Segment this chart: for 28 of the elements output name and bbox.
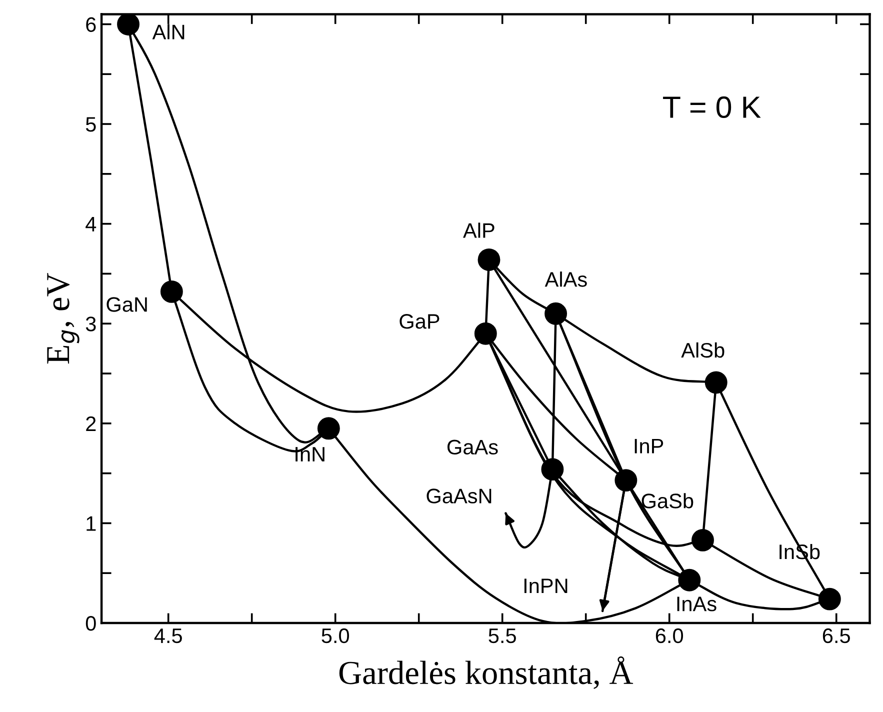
x-tick-label: 6.5 — [822, 628, 850, 644]
y-axis-title: E$_{g}$, eV — [47, 273, 80, 364]
y-tick-label: 5 — [86, 117, 96, 132]
annotation: AlN — [152, 24, 184, 40]
annotation: AlP — [463, 222, 494, 238]
x-tick-label: 6.0 — [656, 628, 684, 644]
x-tick-label: 4.5 — [154, 628, 182, 644]
annotation: InPN — [524, 578, 568, 594]
annotation: AlSb — [681, 342, 724, 358]
x-tick-label: 5.0 — [322, 628, 350, 644]
annotation: GaAs — [448, 440, 498, 455]
annotation: GaAsN — [426, 488, 492, 504]
annotation: GaSb — [642, 493, 694, 508]
annotation: GaP — [400, 314, 440, 329]
x-axis-title: Gardelės konstanta, Å — [339, 656, 634, 690]
annotation: InN — [296, 447, 324, 462]
y-tick-label: 3 — [86, 316, 96, 332]
y-tick-label: 6 — [86, 17, 96, 32]
annotation: GaN — [106, 297, 147, 312]
annotation: T = 0 K — [663, 96, 761, 118]
y-tick-label: 2 — [86, 416, 96, 431]
annotation: InP — [634, 438, 664, 454]
annotation: InAs — [677, 596, 716, 612]
annotation: AlAs — [544, 272, 587, 287]
y-tick-label: 4 — [86, 217, 96, 232]
y-tick-label: 1 — [86, 516, 96, 531]
y-tick-label: 0 — [86, 616, 96, 631]
x-tick-label: 5.5 — [488, 628, 516, 644]
